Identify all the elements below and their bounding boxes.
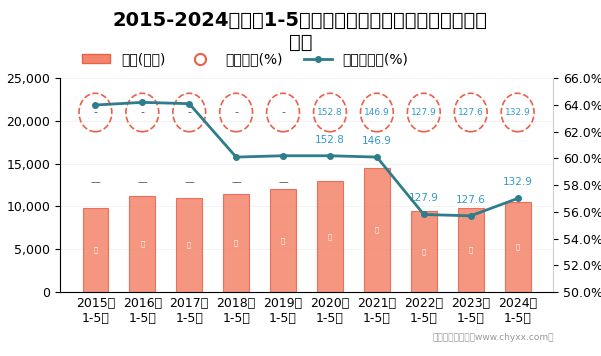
Text: -: - xyxy=(281,108,285,117)
Text: -: - xyxy=(234,108,238,117)
Bar xyxy=(364,168,390,292)
Text: 负: 负 xyxy=(516,244,520,250)
Bar xyxy=(176,198,202,292)
Text: 152.8: 152.8 xyxy=(317,108,343,117)
Bar xyxy=(129,196,155,292)
Text: -: - xyxy=(140,108,144,117)
Bar xyxy=(82,208,108,292)
Text: 负: 负 xyxy=(469,247,473,253)
Text: 146.9: 146.9 xyxy=(362,136,392,146)
Bar xyxy=(317,181,343,292)
Bar xyxy=(505,202,531,292)
Text: 132.9: 132.9 xyxy=(505,108,531,117)
Text: —: — xyxy=(278,178,288,188)
Text: 132.9: 132.9 xyxy=(502,177,532,187)
Text: 127.9: 127.9 xyxy=(409,193,439,203)
Text: -: - xyxy=(93,108,97,117)
Text: 负: 负 xyxy=(234,240,238,246)
Text: —: — xyxy=(185,178,194,188)
Text: -: - xyxy=(188,108,191,117)
Text: 制图：智研咨询（www.chyxx.com）: 制图：智研咨询（www.chyxx.com） xyxy=(433,333,554,342)
Text: 127.6: 127.6 xyxy=(458,108,484,117)
Text: 负: 负 xyxy=(140,241,144,247)
Bar xyxy=(458,208,484,292)
Text: —: — xyxy=(91,178,100,188)
Text: 146.9: 146.9 xyxy=(364,108,390,117)
Text: 负: 负 xyxy=(328,233,332,240)
Text: 负: 负 xyxy=(281,237,285,244)
Text: 负: 负 xyxy=(187,242,191,248)
Text: 127.6: 127.6 xyxy=(456,195,486,205)
Text: 负: 负 xyxy=(93,247,97,253)
Text: 152.8: 152.8 xyxy=(315,135,345,145)
Text: 负: 负 xyxy=(375,227,379,233)
Legend: 负债(亿元), 产权比率(%), 资产负债率(%): 负债(亿元), 产权比率(%), 资产负债率(%) xyxy=(77,47,414,72)
Text: 2015-2024年各年1-5月电气机械和器材制造业企业负债统
计图: 2015-2024年各年1-5月电气机械和器材制造业企业负债统 计图 xyxy=(113,11,488,52)
Bar xyxy=(270,189,296,292)
Text: —: — xyxy=(138,178,147,188)
Text: 负: 负 xyxy=(422,248,426,255)
Text: —: — xyxy=(231,178,241,188)
Bar xyxy=(223,194,249,292)
Bar xyxy=(411,211,437,292)
Text: 127.9: 127.9 xyxy=(411,108,437,117)
